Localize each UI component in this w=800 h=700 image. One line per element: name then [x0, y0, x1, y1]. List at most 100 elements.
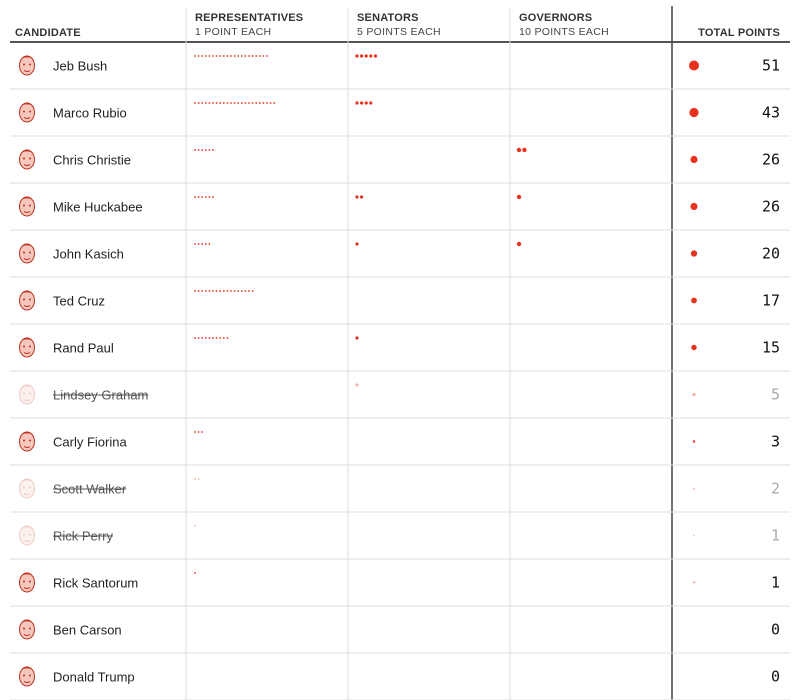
representative-dot [197, 196, 200, 198]
subheader-senators: 5 POINTS EACH [357, 26, 441, 38]
senator-dot [355, 336, 359, 340]
total-points-dot [690, 155, 698, 164]
representative-dot [219, 102, 222, 104]
representative-dot [215, 55, 218, 57]
total-points-value: 2 [771, 480, 780, 498]
representative-dot [194, 102, 196, 104]
representative-dot [240, 102, 243, 104]
total-points-dot [689, 107, 699, 118]
representative-dot [248, 290, 250, 292]
representative-dot [230, 102, 232, 104]
representative-dot [197, 290, 200, 292]
representative-dot [194, 243, 196, 245]
table-row: Ted Cruz 17 [19, 290, 780, 311]
representative-dot [219, 337, 222, 339]
candidate-name: Ben Carson [53, 623, 122, 638]
representative-dot [201, 337, 204, 339]
senator-dot [364, 54, 368, 58]
representative-dot [248, 55, 250, 57]
representative-dot [212, 290, 214, 292]
candidate-name: John Kasich [53, 247, 124, 262]
representative-dot [219, 290, 222, 292]
representative-dot [222, 102, 225, 104]
candidate-name: Marco Rubio [53, 106, 127, 121]
senator-dot [369, 54, 373, 58]
total-points-value: 26 [762, 151, 780, 169]
representative-dot [204, 55, 207, 57]
representative-dot [237, 102, 240, 104]
candidate-name: Mike Huckabee [53, 200, 143, 215]
subheader-representatives: 1 POINT EACH [195, 26, 271, 38]
representative-dot [201, 196, 204, 198]
senator-dot [355, 242, 359, 246]
senator-dot [373, 54, 377, 58]
table-grid [10, 6, 790, 700]
senator-dot [360, 195, 364, 199]
representative-dot [258, 102, 261, 104]
representative-dot [215, 102, 218, 104]
representative-dot [269, 102, 272, 104]
representative-dot [197, 149, 200, 151]
table-row: Rick Santorum 1 [19, 572, 780, 593]
representative-dot [226, 290, 229, 292]
representative-dot [251, 55, 254, 57]
governor-dot [516, 194, 522, 200]
representative-dot [266, 55, 268, 57]
representative-dot [212, 55, 214, 57]
total-points-dot [691, 297, 697, 304]
representative-dot [226, 55, 229, 57]
table-row: John Kasich 20 [19, 241, 780, 264]
representative-dot [244, 290, 247, 292]
representative-dot [262, 55, 265, 57]
representative-dot [194, 431, 196, 433]
total-points-dot [693, 581, 695, 584]
representative-dot [204, 196, 207, 198]
representative-dot [204, 337, 207, 339]
total-points-value: 15 [762, 339, 780, 357]
representative-dot [194, 525, 196, 527]
representative-dot [201, 290, 204, 292]
candidate-portrait-icon [19, 196, 35, 217]
senator-dot [355, 195, 359, 199]
representative-dot [201, 431, 204, 433]
total-points-value: 3 [771, 433, 780, 451]
representative-dot [233, 102, 236, 104]
representative-dot [194, 337, 196, 339]
total-points-value: 43 [762, 104, 780, 122]
table-row: Rick Perry 1 [19, 525, 780, 546]
representative-dot [222, 337, 225, 339]
representative-dot [197, 337, 200, 339]
header-representatives: REPRESENTATIVES [195, 12, 303, 24]
representative-dot [226, 102, 229, 104]
senator-dot [360, 54, 364, 58]
subheader-governors: 10 POINTS EACH [519, 26, 609, 38]
table-row: Ben Carson 0 [19, 619, 780, 640]
candidate-name: Carly Fiorina [53, 435, 127, 450]
representative-dot [194, 290, 196, 292]
candidate-portrait-icon [19, 290, 35, 311]
candidate-portrait-icon [19, 525, 35, 546]
representative-dot [212, 149, 214, 151]
representative-dot [204, 290, 207, 292]
representative-dot [248, 102, 250, 104]
total-points-value: 5 [771, 386, 780, 404]
header-candidate: CANDIDATE [15, 27, 81, 39]
representative-dot [208, 55, 211, 57]
total-points-value: 0 [771, 668, 780, 686]
representative-dot [201, 243, 204, 245]
total-points-value: 17 [762, 292, 780, 310]
candidate-name: Ted Cruz [53, 294, 105, 309]
candidate-portrait-icon [19, 572, 35, 593]
governor-dot [516, 147, 522, 153]
representative-dot [240, 55, 243, 57]
candidate-name: Donald Trump [53, 670, 135, 685]
representative-dot [201, 149, 204, 151]
total-points-value: 26 [762, 198, 780, 216]
representative-dot [197, 102, 200, 104]
senator-dot [355, 383, 359, 387]
representative-dot [255, 102, 258, 104]
candidate-portrait-icon [19, 55, 35, 76]
representative-dot [208, 196, 211, 198]
representative-dot [240, 290, 243, 292]
representative-dot [233, 55, 236, 57]
